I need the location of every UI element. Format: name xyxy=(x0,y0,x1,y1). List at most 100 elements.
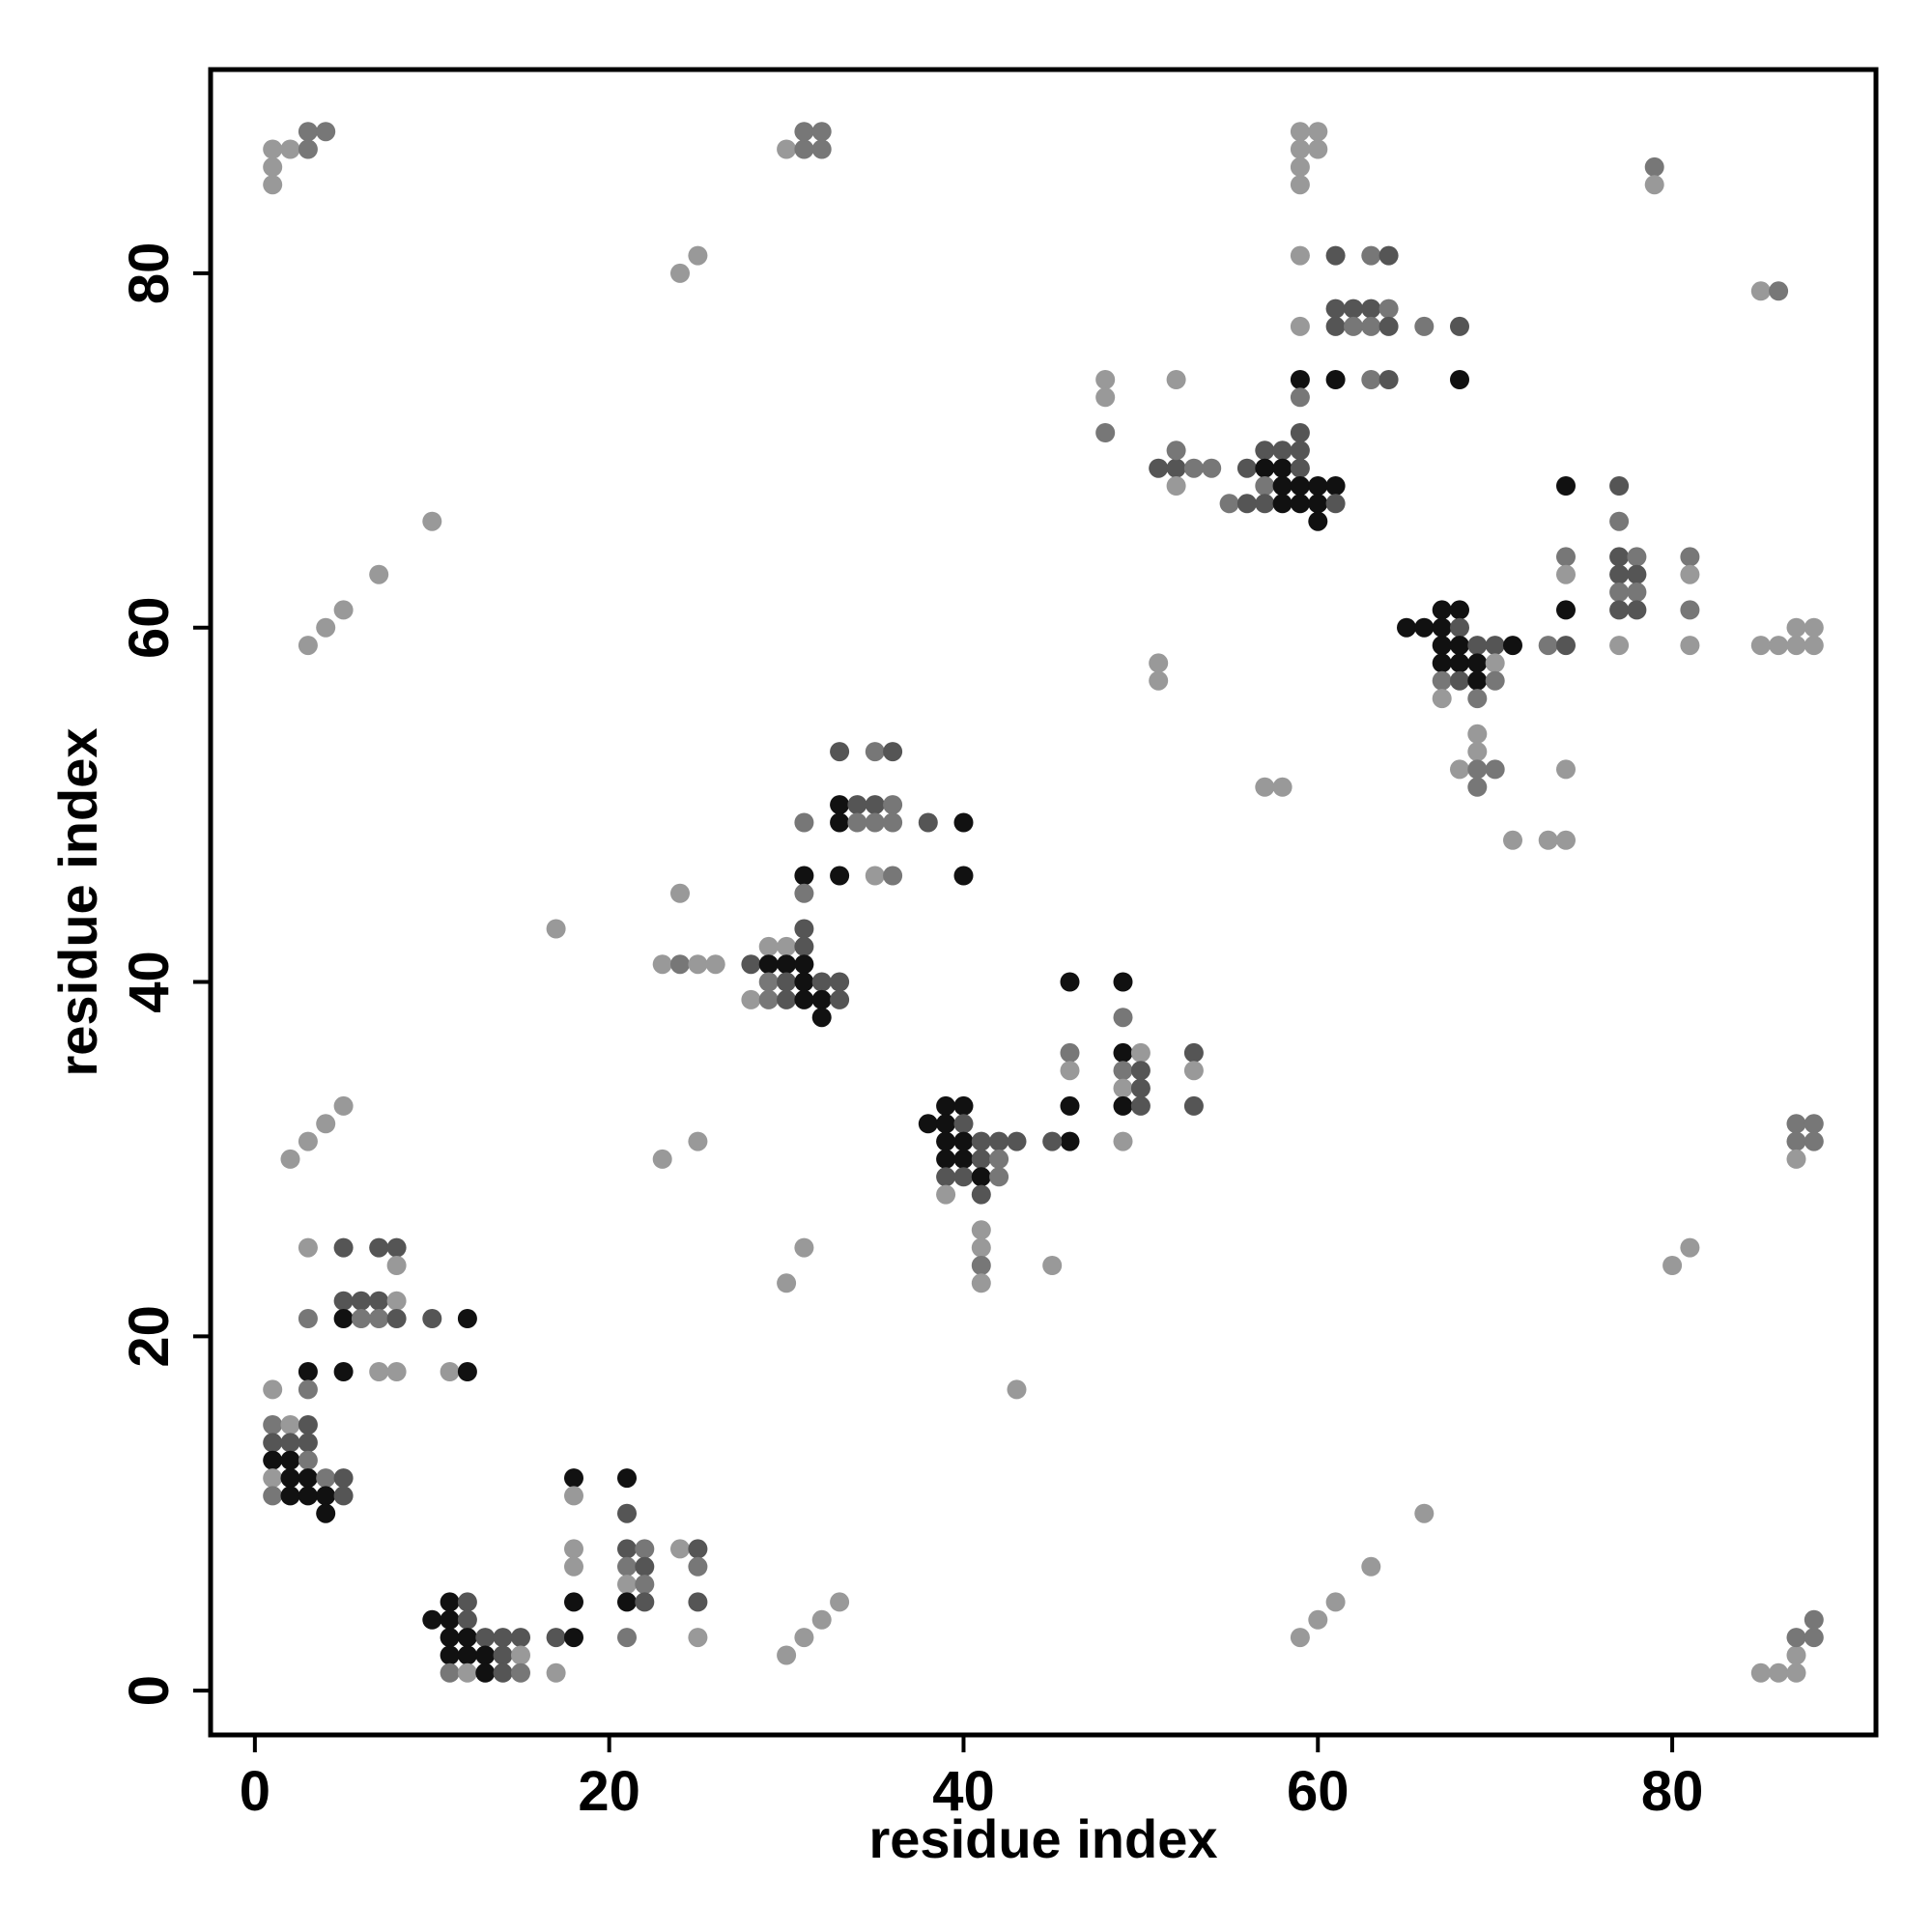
contact-point xyxy=(1786,1645,1806,1665)
contact-point xyxy=(953,1149,974,1169)
contact-point xyxy=(1378,298,1399,319)
contact-point xyxy=(1467,759,1488,780)
contact-point xyxy=(1503,830,1522,850)
contact-point xyxy=(883,866,903,886)
contact-point xyxy=(617,1592,637,1612)
contact-point xyxy=(1007,1379,1027,1400)
contact-point xyxy=(794,812,814,833)
contact-point xyxy=(794,972,814,992)
contact-point xyxy=(1609,476,1630,496)
contact-point xyxy=(936,1167,956,1187)
contact-point xyxy=(971,1273,991,1293)
contact-point xyxy=(1804,617,1824,638)
contact-point xyxy=(883,795,903,815)
contact-point xyxy=(1644,175,1664,195)
x-tick-label: 40 xyxy=(932,1760,995,1823)
contact-point xyxy=(830,866,850,886)
contact-point xyxy=(1290,316,1310,336)
contact-point xyxy=(511,1628,530,1648)
contact-point xyxy=(1680,636,1700,656)
contact-point xyxy=(936,1095,956,1116)
contact-point xyxy=(989,1131,1009,1151)
contact-point xyxy=(811,989,832,1009)
contact-point xyxy=(1113,972,1133,992)
contact-point xyxy=(1609,582,1630,602)
contact-point xyxy=(386,1362,407,1381)
contact-point xyxy=(1344,298,1363,319)
contact-point xyxy=(1467,742,1488,762)
contact-point xyxy=(316,122,336,142)
y-tick-label: 60 xyxy=(118,596,181,659)
contact-point xyxy=(1361,298,1381,319)
contact-point xyxy=(1113,1131,1133,1151)
contact-point xyxy=(1680,1237,1700,1258)
contact-point xyxy=(1786,1114,1806,1134)
contact-point xyxy=(1769,1662,1789,1683)
contact-point xyxy=(422,1309,442,1328)
y-tick-label: 20 xyxy=(118,1305,181,1368)
contact-point xyxy=(333,1095,354,1116)
contact-point xyxy=(333,1486,354,1506)
contact-point xyxy=(1183,1095,1204,1116)
contact-point xyxy=(865,742,885,762)
contact-point xyxy=(280,1149,300,1169)
contact-point xyxy=(1397,617,1416,638)
contact-point xyxy=(1236,458,1257,478)
contact-point xyxy=(918,1114,938,1134)
contact-point xyxy=(440,1628,460,1648)
contact-point xyxy=(918,812,938,833)
contact-point xyxy=(298,1362,318,1381)
contact-point xyxy=(493,1628,513,1648)
contact-point xyxy=(811,972,832,992)
contact-point xyxy=(1556,564,1576,584)
contact-point xyxy=(1130,1061,1151,1081)
contact-point xyxy=(1644,156,1664,177)
contact-point xyxy=(777,989,797,1009)
contact-point xyxy=(794,919,814,939)
contact-point xyxy=(635,1556,655,1577)
contact-point xyxy=(1113,1061,1133,1081)
contact-point xyxy=(1290,156,1310,177)
contact-point xyxy=(635,1575,655,1595)
contact-point xyxy=(741,989,761,1009)
contact-point xyxy=(1007,1131,1027,1151)
contact-point xyxy=(758,936,779,956)
contact-point xyxy=(280,139,300,159)
contact-point xyxy=(936,1131,956,1151)
contact-point xyxy=(652,1149,672,1169)
contact-point xyxy=(1786,1662,1806,1683)
x-tick-label: 20 xyxy=(578,1760,640,1823)
contact-point xyxy=(1290,476,1310,496)
contact-point xyxy=(1130,1042,1151,1063)
contact-point xyxy=(1450,370,1469,389)
contact-point xyxy=(263,175,283,195)
contact-point xyxy=(971,1256,991,1275)
contact-point xyxy=(830,795,850,815)
contact-point xyxy=(1325,494,1346,514)
contact-point xyxy=(794,936,814,956)
contact-point xyxy=(1290,1628,1310,1648)
contact-point xyxy=(811,1008,832,1028)
contact-point xyxy=(830,812,850,833)
points-layer xyxy=(263,122,1824,1683)
contact-point xyxy=(263,1450,283,1470)
contact-point xyxy=(369,1237,389,1258)
contact-point xyxy=(688,1131,708,1151)
contact-point xyxy=(546,919,566,939)
contact-point xyxy=(794,954,814,975)
contact-point xyxy=(475,1628,496,1648)
contact-point xyxy=(386,1256,407,1275)
contact-point xyxy=(1467,670,1488,691)
contact-point xyxy=(936,1149,956,1169)
contact-point xyxy=(1272,440,1293,461)
x-tick-label: 0 xyxy=(240,1760,270,1823)
contact-point xyxy=(1485,636,1505,656)
contact-point xyxy=(1113,1008,1133,1028)
contact-point xyxy=(688,1556,708,1577)
contact-point xyxy=(298,1468,318,1489)
contact-point xyxy=(369,1291,389,1311)
contact-point xyxy=(263,1468,283,1489)
contact-point xyxy=(758,972,779,992)
contact-point xyxy=(1804,1628,1824,1648)
